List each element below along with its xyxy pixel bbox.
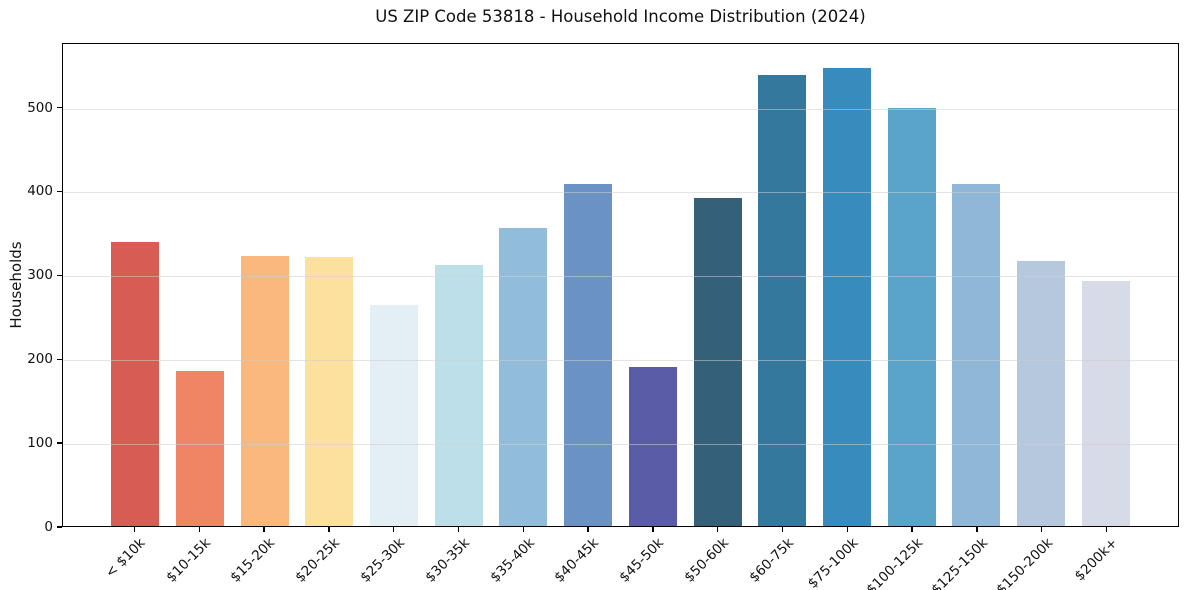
bar-50-60k xyxy=(693,197,742,526)
bar-30-35k xyxy=(434,264,483,526)
x-tick-mark xyxy=(198,527,200,532)
bar-slot xyxy=(685,44,750,526)
bar-10-15k xyxy=(176,371,225,526)
bar-20-25k xyxy=(305,257,354,526)
x-tick-mark xyxy=(522,527,524,532)
bar-slot xyxy=(1073,44,1138,526)
x-tick-label: $60-75k xyxy=(746,535,797,586)
x-tick-label: < $10k xyxy=(102,535,149,582)
bar-slot xyxy=(103,44,168,526)
bar-slot xyxy=(750,44,815,526)
x-tick-label: $100-125k xyxy=(863,535,927,590)
x-tick-label: $30-35k xyxy=(422,535,473,586)
x-tick-label: $75-100k xyxy=(804,535,862,590)
bar-35-40k xyxy=(499,227,548,526)
bar-15-20k xyxy=(240,256,289,526)
bar-150-200k xyxy=(1016,261,1065,526)
x-tick-label: $45-50k xyxy=(616,535,668,586)
x-tick-label: $40-45k xyxy=(551,535,603,586)
x-tick-mark xyxy=(1041,527,1043,532)
bar-125-150k xyxy=(952,184,1001,526)
bar-slot xyxy=(556,44,621,526)
x-tick-label: $10-15k xyxy=(162,535,214,586)
bar-40-45k xyxy=(564,183,613,526)
bar-slot xyxy=(621,44,686,526)
bar-10k xyxy=(111,241,160,526)
x-tick-label: $150-200k xyxy=(993,535,1057,590)
x-tick-mark xyxy=(781,527,784,532)
x-tick-mark xyxy=(976,527,978,532)
y-tick-mark xyxy=(57,442,62,444)
x-tick-label: $50-60k xyxy=(681,535,733,586)
x-tick-mark xyxy=(263,527,265,532)
x-tick-mark xyxy=(457,527,460,532)
x-tick-mark xyxy=(587,527,589,532)
x-tick-label: $200k+ xyxy=(1071,535,1121,585)
bar-slot xyxy=(297,44,362,526)
x-tick-mark xyxy=(133,527,136,532)
chart-title: US ZIP Code 53818 - Household Income Dis… xyxy=(375,7,866,26)
x-tick-mark xyxy=(717,527,719,532)
y-tick-mark xyxy=(57,274,62,277)
bar-slot xyxy=(232,44,297,526)
bar-slot xyxy=(879,44,944,526)
x-tick-label: $15-20k xyxy=(227,535,279,586)
y-tick-label: 300 xyxy=(27,267,53,284)
bar-slot xyxy=(1009,44,1074,526)
bars-row xyxy=(63,44,1178,526)
y-tick-label: 200 xyxy=(27,351,53,368)
bar-slot xyxy=(168,44,233,526)
x-tick-mark xyxy=(1105,527,1108,532)
y-tick-mark xyxy=(57,358,62,360)
x-tick-label: $20-25k xyxy=(292,535,344,586)
bar-45-50k xyxy=(628,367,677,526)
x-tick-mark xyxy=(652,527,654,532)
bar-slot xyxy=(944,44,1009,526)
plot-area xyxy=(62,43,1179,527)
x-tick-mark xyxy=(911,527,913,532)
y-tick-mark xyxy=(57,190,62,193)
x-tick-mark xyxy=(846,527,849,532)
bar-slot xyxy=(815,44,880,526)
bar-slot xyxy=(362,44,427,526)
x-tick-label: $35-40k xyxy=(486,535,538,586)
y-tick-label: 400 xyxy=(27,183,53,200)
x-tick-label: $125-150k xyxy=(928,535,992,590)
y-axis-label: Households xyxy=(7,241,25,329)
x-tick-mark xyxy=(328,527,330,532)
y-tick-label: 100 xyxy=(27,435,53,452)
y-tick-label: 500 xyxy=(27,99,53,116)
bar-25-30k xyxy=(370,305,419,526)
bar-200k+ xyxy=(1081,281,1130,526)
y-tick-mark xyxy=(57,106,62,109)
bar-100-125k xyxy=(887,107,936,526)
y-tick-label: 0 xyxy=(44,519,53,535)
bar-60-75k xyxy=(758,74,807,526)
x-tick-mark xyxy=(392,527,395,532)
bar-75-100k xyxy=(822,68,871,526)
y-tick-mark xyxy=(57,526,62,528)
x-tick-label: $25-30k xyxy=(357,535,408,586)
bar-slot xyxy=(426,44,491,526)
bar-slot xyxy=(491,44,556,526)
